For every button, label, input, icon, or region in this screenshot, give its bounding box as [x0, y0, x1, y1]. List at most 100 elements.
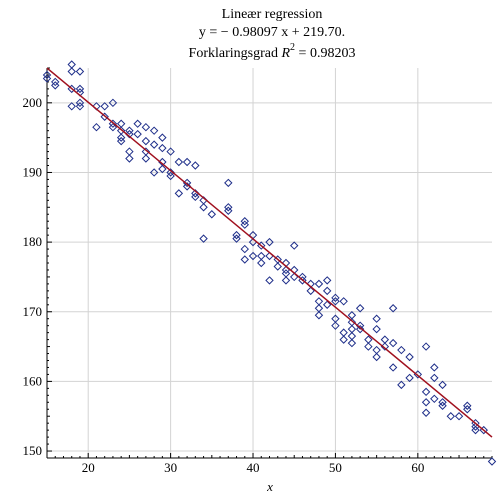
data-point: [347, 311, 357, 320]
data-point: [265, 276, 274, 285]
data-point: [141, 154, 151, 163]
data-point: [463, 401, 472, 410]
data-point: [125, 154, 134, 163]
x-axis-label: x: [266, 479, 273, 494]
data-point: [240, 220, 249, 229]
data-point: [438, 380, 447, 390]
data-point: [67, 84, 76, 94]
data-point: [224, 178, 233, 188]
data-point: [322, 286, 332, 296]
y-tick-label: 170: [23, 304, 43, 319]
data-point: [331, 297, 340, 306]
data-point: [430, 363, 439, 372]
data-point: [438, 401, 447, 410]
data-point: [430, 373, 439, 383]
data-point: [347, 331, 357, 341]
data-point: [388, 304, 398, 313]
data-point: [339, 328, 348, 337]
data-point: [116, 119, 126, 128]
x-tick-label: 50: [329, 460, 342, 475]
data-point: [314, 297, 324, 306]
data-point: [141, 122, 151, 132]
data-point: [158, 164, 167, 174]
y-tick-label: 200: [23, 95, 43, 110]
x-tick-label: 40: [247, 460, 260, 475]
data-point: [141, 136, 151, 146]
data-point: [314, 311, 324, 320]
data-point: [248, 251, 258, 261]
data-point: [372, 352, 381, 362]
data-point: [133, 119, 142, 128]
data-point: [322, 276, 332, 285]
data-point: [388, 363, 398, 372]
regression-line: [46, 67, 493, 438]
grid-lines: [47, 68, 492, 458]
data-point: [438, 398, 447, 407]
data-point: [116, 136, 126, 146]
data-point: [331, 293, 340, 303]
regression-line-group: [46, 67, 493, 438]
data-point: [149, 168, 159, 177]
data-point: [355, 321, 365, 330]
data-point: [421, 387, 431, 397]
data-point: [281, 276, 291, 285]
data-point: [430, 394, 439, 404]
data-point: [257, 251, 266, 261]
data-point: [364, 342, 373, 351]
data-point: [67, 67, 76, 76]
data-point: [75, 67, 85, 76]
data-point: [487, 457, 497, 466]
data-point: [397, 380, 406, 390]
data-point: [421, 398, 431, 407]
r-squared-value: = 0.98203: [295, 46, 355, 61]
data-point: [232, 234, 241, 243]
data-point: [51, 81, 60, 90]
data-point: [166, 147, 175, 156]
data-point: [182, 157, 192, 167]
data-point: [67, 102, 76, 111]
axes: [46, 67, 493, 459]
data-point: [314, 304, 324, 313]
r-squared-symbol: R: [280, 46, 290, 61]
data-point: [240, 255, 249, 264]
y-tick-label: 150: [23, 443, 43, 458]
data-point: [158, 133, 167, 142]
data-point: [108, 119, 118, 128]
data-point: [174, 157, 184, 167]
data-point: [454, 412, 464, 421]
x-tick-label: 20: [82, 460, 95, 475]
data-point: [298, 276, 307, 285]
data-point: [463, 405, 472, 414]
data-point: [125, 129, 134, 139]
data-point: [322, 300, 332, 309]
data-point: [125, 126, 134, 135]
data-point: [207, 210, 217, 219]
data-point: [75, 84, 85, 94]
data-point: [347, 338, 357, 348]
data-point: [158, 143, 167, 153]
data-point: [232, 230, 241, 240]
y-tick-label: 160: [23, 373, 43, 388]
data-point: [133, 129, 142, 139]
data-point: [191, 192, 200, 202]
data-point: [265, 237, 274, 247]
data-point: [100, 102, 109, 111]
tick-labels: 150 160 170 180 190 200 20 30 40 50 60: [23, 95, 425, 475]
chart-r-squared: Forklaringsgrad R2 = 0.98203: [189, 42, 356, 61]
data-point: [405, 373, 414, 383]
chart-equation: y = − 0.98097 x + 219.70.: [199, 25, 345, 40]
data-point: [240, 244, 249, 254]
x-tick-label: 60: [411, 460, 424, 475]
data-point: [116, 133, 126, 142]
data-point: [446, 412, 456, 421]
y-tick-label: 190: [23, 164, 43, 179]
data-point: [273, 262, 282, 271]
data-point: [421, 342, 431, 351]
data-point: [240, 217, 249, 226]
data-point: [372, 314, 381, 323]
x-tick-label: 30: [164, 460, 177, 475]
data-point: [100, 112, 109, 121]
data-point: [372, 345, 381, 355]
r-squared-prefix: Forklaringsgrad: [189, 46, 282, 61]
